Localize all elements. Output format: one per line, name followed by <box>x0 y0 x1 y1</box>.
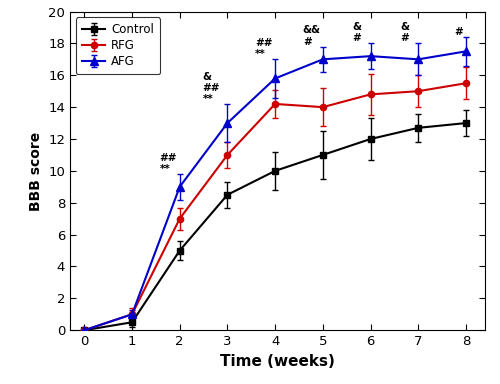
Text: ##
**: ## ** <box>160 153 177 174</box>
Text: &
#: & # <box>400 22 409 43</box>
Text: &&
#: && # <box>303 25 321 46</box>
Text: ##
**: ## ** <box>255 38 272 59</box>
Legend: Control, RFG, AFG: Control, RFG, AFG <box>76 17 160 74</box>
Text: #: # <box>454 27 462 37</box>
Y-axis label: BBB score: BBB score <box>28 131 42 210</box>
X-axis label: Time (weeks): Time (weeks) <box>220 354 335 369</box>
Text: &
#: & # <box>352 22 362 43</box>
Text: &
##
**: & ## ** <box>202 71 220 104</box>
